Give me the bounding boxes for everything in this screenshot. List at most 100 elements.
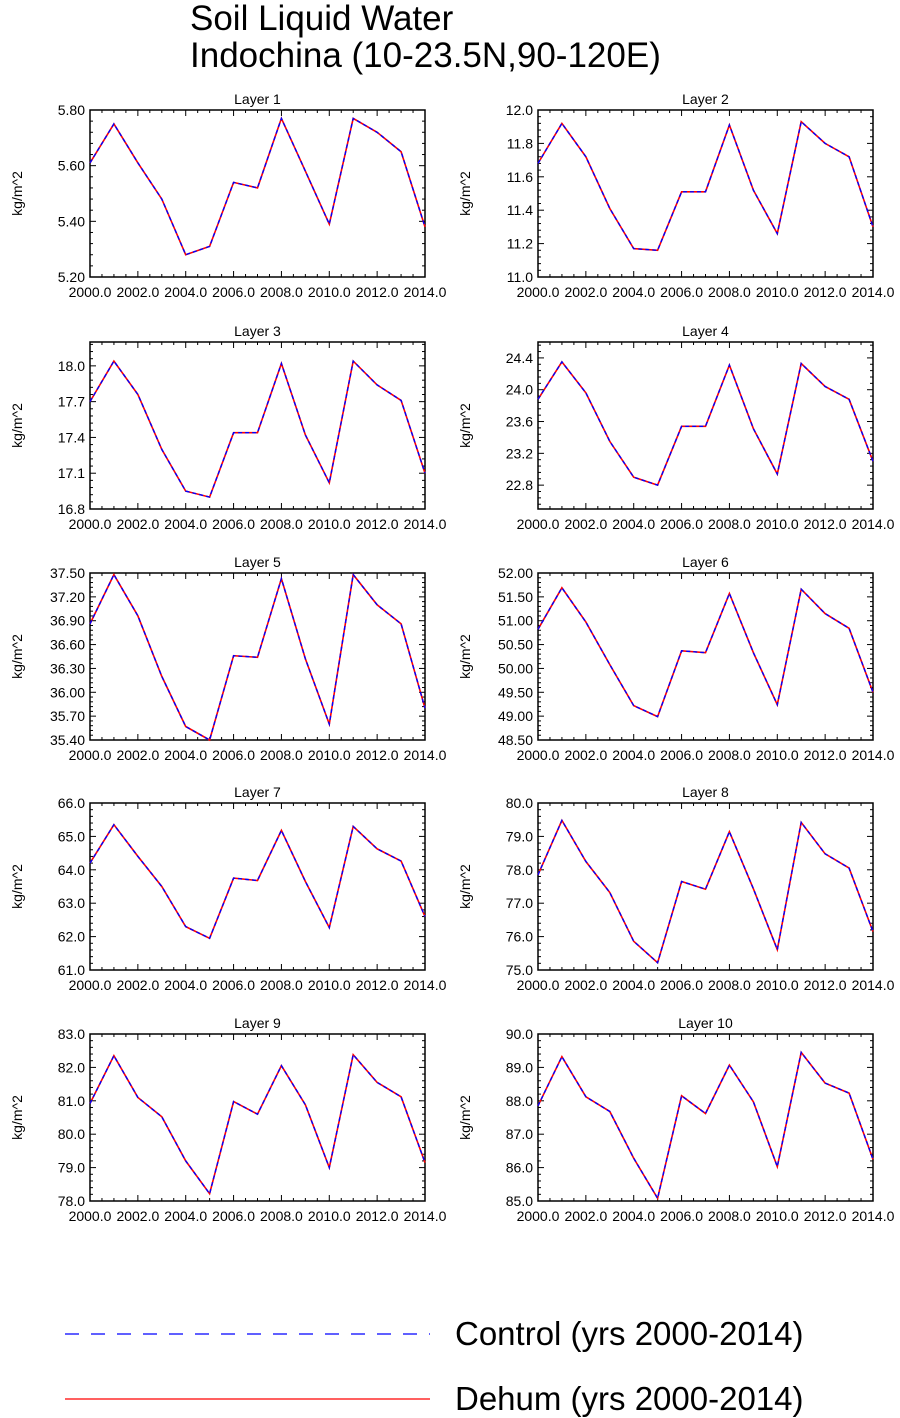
y-tick-label: 37.20	[50, 589, 85, 605]
x-tick-label: 2000.0	[517, 284, 560, 300]
y-tick-label: 85.0	[506, 1193, 533, 1209]
y-tick-label: 79.0	[58, 1160, 85, 1176]
x-tick-label: 2004.0	[612, 516, 655, 532]
y-tick-label: 50.00	[498, 660, 533, 676]
x-tick-label: 2002.0	[116, 747, 159, 763]
x-tick-label: 2006.0	[212, 977, 255, 993]
y-tick-label: 89.0	[506, 1059, 533, 1075]
y-tick-label: 64.0	[58, 862, 85, 878]
x-tick-label: 2004.0	[164, 977, 207, 993]
x-tick-label: 2000.0	[69, 977, 112, 993]
series-line-control	[89, 823, 426, 940]
y-tick-label: 51.00	[498, 613, 533, 629]
panel-title: Layer 5	[234, 554, 281, 570]
y-axis-label: kg/m^2	[457, 634, 473, 679]
panel-layer-2: Layer 2 2000.0 2002.0 2004.0 2006.0 2008.0 201…	[457, 91, 895, 300]
series-line-control	[537, 586, 874, 718]
x-tick-label: 2004.0	[164, 1208, 207, 1224]
x-tick-label: 2014.0	[404, 747, 447, 763]
series-line-control	[89, 116, 426, 256]
y-tick-label: 77.0	[506, 895, 533, 911]
panel-title: Layer 7	[234, 784, 281, 800]
x-tick-label: 2002.0	[564, 977, 607, 993]
y-axis-label: kg/m^2	[457, 864, 473, 909]
series-line-dehum	[89, 572, 426, 742]
x-tick-label: 2004.0	[612, 977, 655, 993]
y-tick-label: 78.0	[506, 862, 533, 878]
y-tick-label: 16.8	[58, 501, 85, 517]
y-tick-label: 5.80	[58, 102, 85, 118]
y-tick-label: 79.0	[506, 828, 533, 844]
x-tick-label: 2010.0	[756, 516, 799, 532]
y-tick-label: 61.0	[58, 962, 85, 978]
x-tick-label: 2004.0	[612, 284, 655, 300]
x-tick-label: 2002.0	[564, 1208, 607, 1224]
panel-title: Layer 2	[682, 91, 729, 107]
y-tick-label: 87.0	[506, 1126, 533, 1142]
y-tick-label: 82.0	[58, 1059, 85, 1075]
y-tick-label: 22.8	[506, 477, 533, 493]
y-tick-label: 48.50	[498, 732, 533, 748]
x-tick-label: 2000.0	[69, 747, 112, 763]
x-tick-label: 2008.0	[708, 1208, 751, 1224]
x-tick-label: 2010.0	[756, 284, 799, 300]
legend-label-control: Control (yrs 2000-2014)	[455, 1315, 804, 1352]
series-line-control	[89, 1053, 426, 1196]
x-tick-label: 2014.0	[404, 516, 447, 532]
x-tick-label: 2000.0	[517, 516, 560, 532]
panel-title: Layer 1	[234, 91, 281, 107]
x-tick-label: 2014.0	[852, 516, 895, 532]
y-tick-label: 5.60	[58, 158, 85, 174]
x-tick-label: 2004.0	[164, 516, 207, 532]
y-tick-label: 11.6	[507, 169, 533, 185]
y-tick-label: 81.0	[58, 1093, 85, 1109]
x-tick-label: 2000.0	[69, 516, 112, 532]
x-tick-label: 2010.0	[308, 284, 351, 300]
x-tick-label: 2010.0	[308, 1208, 351, 1224]
y-tick-label: 35.70	[50, 708, 85, 724]
series-line-dehum	[537, 360, 874, 487]
x-tick-label: 2000.0	[517, 1208, 560, 1224]
x-tick-label: 2008.0	[708, 516, 751, 532]
x-tick-label: 2004.0	[612, 1208, 655, 1224]
y-tick-label: 18.0	[58, 358, 85, 374]
panel-layer-3: Layer 3 2000.0 2002.0 2004.0 2006.0 2008.0 201…	[9, 323, 447, 532]
x-tick-label: 2000.0	[517, 747, 560, 763]
x-tick-label: 2010.0	[308, 516, 351, 532]
panel-title: Layer 10	[678, 1015, 733, 1031]
x-tick-label: 2008.0	[708, 977, 751, 993]
y-tick-label: 12.0	[506, 102, 533, 118]
x-tick-label: 2012.0	[356, 516, 399, 532]
series-line-control	[537, 818, 874, 964]
chart-title: Soil Liquid Water Indochina (10-23.5N,90-…	[190, 0, 661, 74]
y-tick-label: 65.0	[58, 828, 85, 844]
plot-frame	[537, 802, 874, 971]
plot-frame	[537, 572, 874, 741]
y-tick-label: 52.00	[498, 565, 533, 581]
x-tick-label: 2012.0	[804, 1208, 847, 1224]
y-tick-label: 23.2	[506, 445, 533, 461]
y-axis-label: kg/m^2	[457, 1095, 473, 1140]
x-tick-label: 2000.0	[69, 1208, 112, 1224]
y-axis-label: kg/m^2	[457, 171, 473, 216]
x-tick-label: 2000.0	[69, 284, 112, 300]
plot-frame	[89, 341, 426, 510]
chart-title-line-1: Soil Liquid Water	[190, 0, 454, 38]
y-tick-label: 36.90	[50, 613, 85, 629]
plot-frame	[89, 109, 426, 278]
y-tick-label: 66.0	[58, 795, 85, 811]
x-tick-label: 2012.0	[804, 516, 847, 532]
y-tick-label: 11.2	[507, 236, 533, 252]
y-axis-label: kg/m^2	[9, 403, 25, 448]
x-tick-label: 2010.0	[308, 747, 351, 763]
y-tick-label: 50.50	[498, 637, 533, 653]
y-tick-label: 11.0	[507, 269, 533, 285]
x-tick-label: 2008.0	[260, 284, 303, 300]
series-line-control	[89, 359, 426, 498]
x-tick-label: 2012.0	[356, 284, 399, 300]
x-tick-label: 2002.0	[564, 516, 607, 532]
y-tick-label: 80.0	[506, 795, 533, 811]
y-axis-label: kg/m^2	[9, 171, 25, 216]
x-tick-label: 2010.0	[756, 1208, 799, 1224]
